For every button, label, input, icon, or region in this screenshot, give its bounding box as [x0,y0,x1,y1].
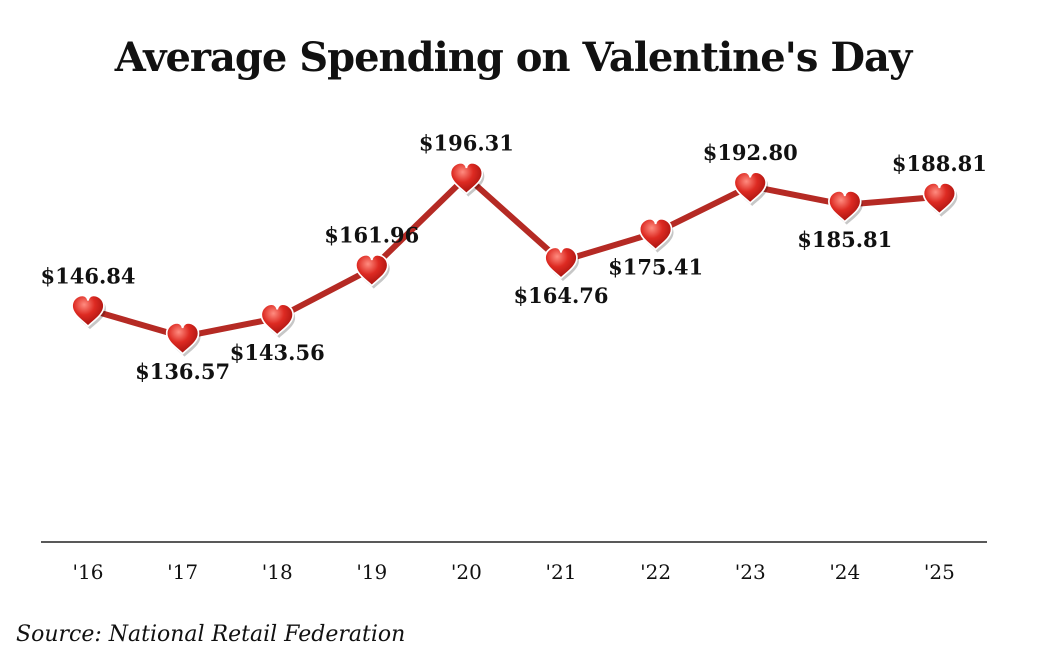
x-tick-label: '22 [640,560,671,584]
x-tick-label: '18 [262,560,293,584]
heart-icon [260,303,296,338]
heart-icon [544,246,579,282]
label-layer: $146.84 $136.57$143.56 $161.96 $196.31 $164.… [41,131,987,384]
x-tick-label: '17 [167,560,198,584]
x-tick-label: '16 [73,560,104,584]
heart-icon [638,217,674,253]
source-note: Source: National Retail Federation [16,622,406,647]
x-tick-label: '19 [356,560,387,584]
heart-icon [733,171,769,206]
data-label: $161.96 [324,223,419,248]
heart-icon [71,294,106,330]
data-label: $146.84 [41,263,136,288]
data-label: $185.81 [797,227,892,252]
tick-layer: '16 '17 '18 '19 '20 '21 '22 '23 '24 '25 [73,560,955,584]
heart-icon [165,322,201,357]
data-label: $143.56 [230,340,325,365]
series-line [85,173,943,340]
series-layer [85,173,943,340]
data-label: $188.81 [892,151,987,176]
data-label: $192.80 [703,140,798,165]
data-label: $164.76 [514,283,609,308]
data-label: $196.31 [419,131,514,156]
x-tick-label: '20 [451,560,482,584]
x-tick-label: '21 [546,560,577,584]
marker-layer [71,161,958,357]
heart-icon [922,182,958,217]
data-label: $136.57 [135,359,230,384]
heart-icon [828,190,863,225]
x-tick-label: '23 [735,560,766,584]
heart-icon [355,253,390,289]
data-label: $175.41 [608,255,703,280]
x-tick-label: '25 [924,560,955,584]
chart-title: Average Spending on Valentine's Day [114,34,912,81]
x-tick-label: '24 [829,560,860,584]
